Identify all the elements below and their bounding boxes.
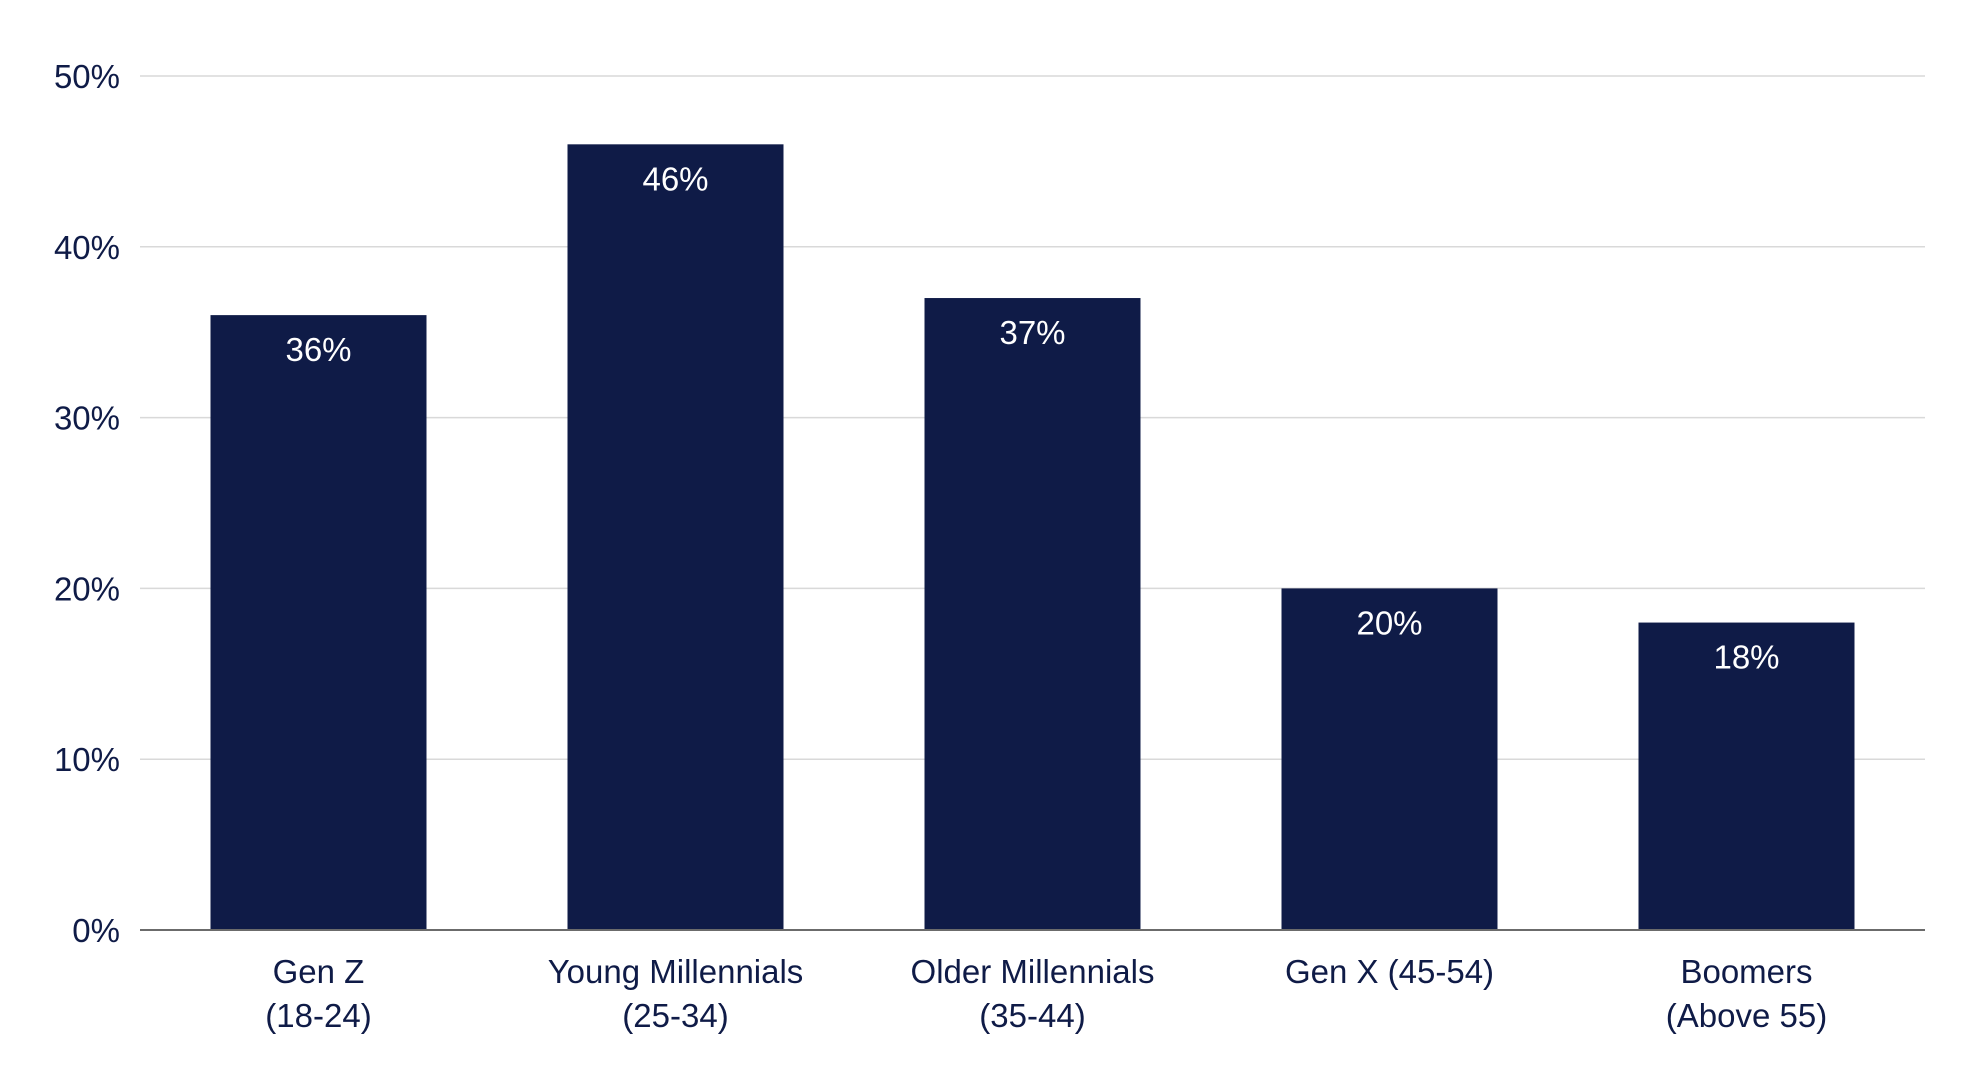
y-tick-label: 10%: [54, 741, 120, 778]
bars: [210, 144, 1855, 930]
bar: [1281, 588, 1498, 930]
bar-data-label: 18%: [1713, 639, 1779, 676]
x-category-label: Older Millennials: [911, 953, 1155, 990]
x-category-label: (25-34): [622, 997, 728, 1034]
x-category-label: (Above 55): [1666, 997, 1827, 1034]
y-tick-label: 30%: [54, 400, 120, 437]
x-category-label: Boomers: [1680, 953, 1812, 990]
bar: [1638, 622, 1855, 930]
bar-data-label: 36%: [285, 331, 351, 368]
bar-data-label: 46%: [642, 160, 708, 197]
x-category-label: (18-24): [265, 997, 371, 1034]
bar: [924, 298, 1141, 930]
bar-data-label: 20%: [1356, 604, 1422, 641]
y-tick-label: 50%: [54, 58, 120, 95]
y-tick-label: 0%: [72, 912, 120, 949]
bar: [210, 315, 427, 930]
x-category-label: Gen Z: [273, 953, 365, 990]
x-category-label: Young Millennials: [548, 953, 804, 990]
bar: [567, 144, 784, 930]
data-labels: 36% 46% 37% 20% 18%: [285, 160, 1779, 675]
x-category-label: Gen X (45-54): [1285, 953, 1494, 990]
bar-data-label: 37%: [999, 314, 1065, 351]
y-axis-tick-labels: 0% 10% 20% 30% 40% 50%: [54, 58, 120, 949]
x-axis-category-labels: Gen Z (18-24) Young Millennials (25-34) Olde…: [265, 953, 1827, 1034]
y-tick-label: 40%: [54, 229, 120, 266]
y-tick-label: 20%: [54, 570, 120, 607]
x-category-label: (35-44): [979, 997, 1085, 1034]
